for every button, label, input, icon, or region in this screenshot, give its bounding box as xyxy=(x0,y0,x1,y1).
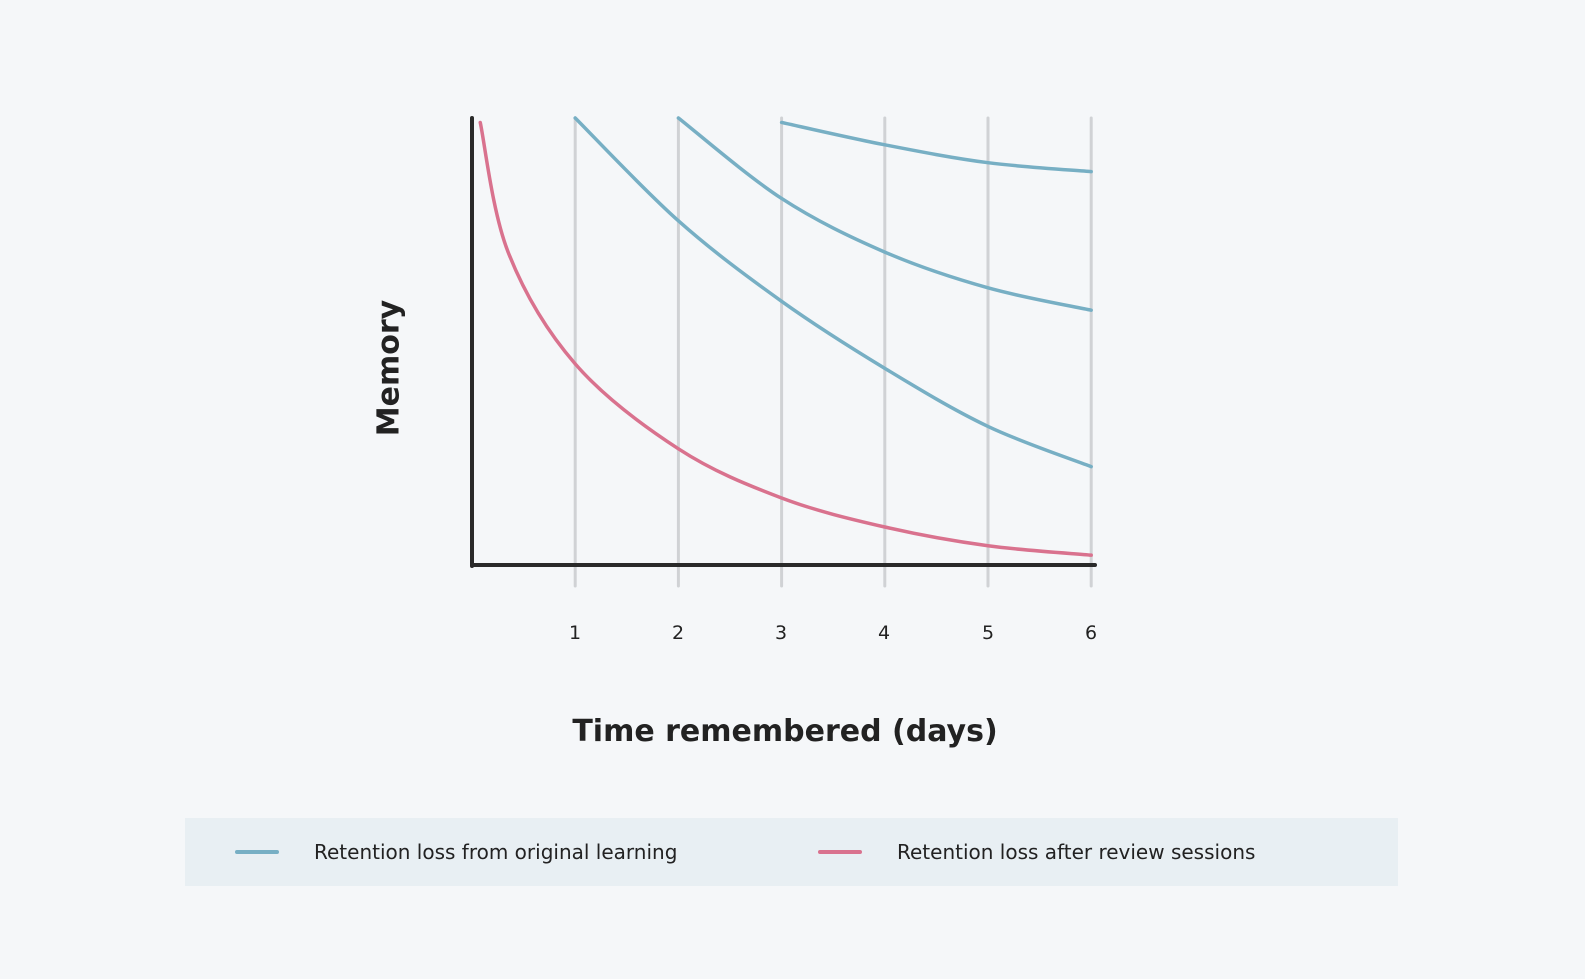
legend-item-original-learning: Retention loss from original learning xyxy=(235,818,677,886)
x-tick-4: 4 xyxy=(877,622,891,644)
legend-swatch-blue-icon xyxy=(235,850,279,854)
x-tick-5: 5 xyxy=(981,622,995,644)
series-original-learning-line-2 xyxy=(676,116,1093,312)
legend-label: Retention loss after review sessions xyxy=(897,840,1256,864)
x-tick-3: 3 xyxy=(774,622,788,644)
series-review-sessions-line xyxy=(478,120,1093,557)
series-original-learning-line-3 xyxy=(779,120,1093,174)
legend-item-review-sessions: Retention loss after review sessions xyxy=(818,818,1255,886)
legend-swatch-pink-icon xyxy=(818,850,862,854)
series-original-learning-line-1 xyxy=(573,116,1093,469)
legend: Retention loss from original learning Re… xyxy=(185,818,1398,886)
legend-label: Retention loss from original learning xyxy=(314,840,678,864)
x-tick-2: 2 xyxy=(671,622,685,644)
x-tick-1: 1 xyxy=(568,622,582,644)
gridlines xyxy=(573,116,1093,588)
x-axis-label: Time remembered (days) xyxy=(572,714,998,749)
x-tick-6: 6 xyxy=(1084,622,1098,644)
y-axis-label: Memory xyxy=(371,299,407,437)
series-lines xyxy=(478,116,1093,557)
